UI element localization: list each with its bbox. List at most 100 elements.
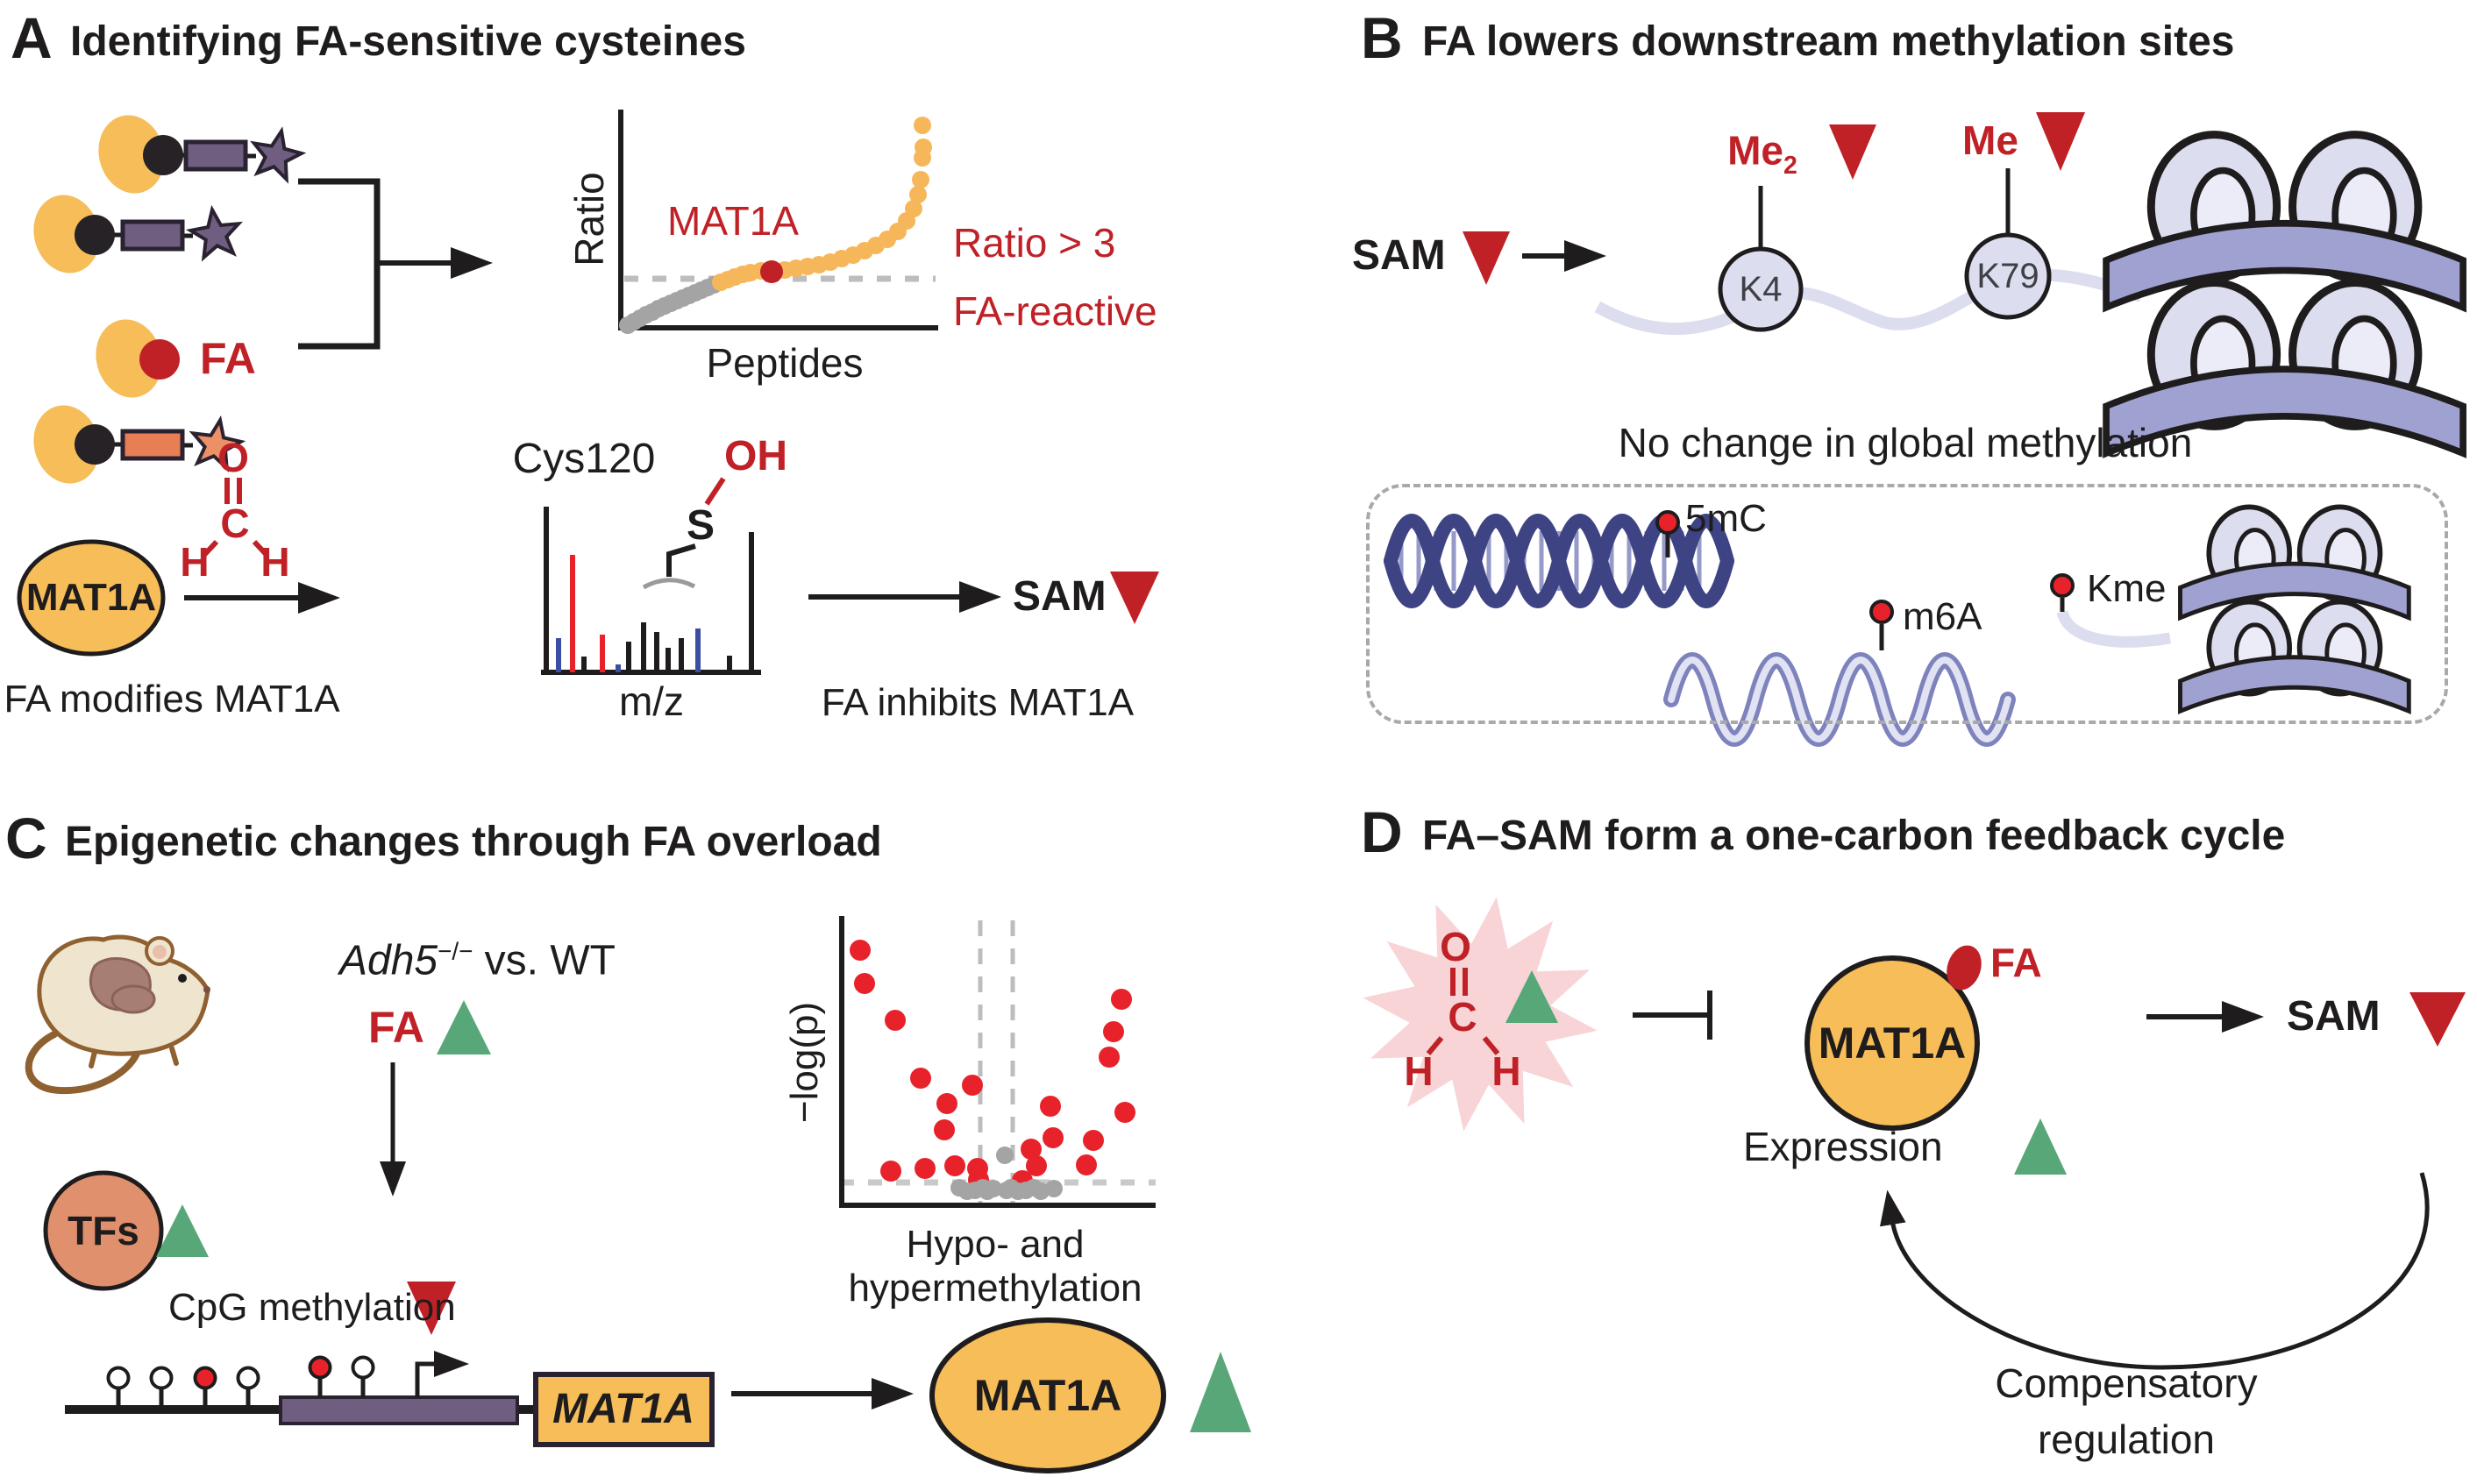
formaldehyde-o-label: O [1440, 924, 1471, 969]
data-point [996, 1147, 1014, 1164]
me-down-triangle-icon [2036, 112, 2085, 171]
data-point [985, 1180, 1002, 1197]
cysteine-site-dot [143, 135, 183, 175]
data-point [1026, 1155, 1047, 1176]
formaldehyde-h-label: H [180, 539, 210, 585]
data-point [880, 1161, 901, 1182]
sam-down-triangle-icon [2409, 992, 2466, 1047]
compensatory-label-line2: regulation [2037, 1417, 2216, 1462]
promoter-box [279, 1395, 519, 1425]
cpg-unmethylated-icon [351, 1355, 375, 1380]
kme-pin-icon [2050, 573, 2075, 612]
cpg-methylated-icon [308, 1355, 332, 1380]
me2-down-triangle-icon [1829, 124, 1876, 180]
histone-tail [1594, 268, 2144, 336]
cpg-unmethylated-icon [149, 1366, 174, 1390]
mouse-illustration [25, 934, 210, 1095]
m6a-pin-icon [1869, 600, 1894, 650]
fa-up-triangle-icon [437, 1000, 491, 1054]
formaldehyde-h-label: H [260, 539, 290, 585]
data-point [936, 1093, 957, 1114]
fa-inhibits-caption: FA inhibits MAT1A [821, 681, 1135, 724]
panel-a-graphics [17, 110, 1159, 675]
ratio-plot-dots [619, 117, 932, 334]
ratio-plot [618, 110, 938, 334]
formaldehyde-c-label: C [220, 501, 250, 546]
data-point [1083, 1130, 1104, 1151]
peptides-axis-label: Peptides [706, 340, 864, 386]
sam-label: SAM [1013, 573, 1107, 620]
mat1a-up-triangle-icon [1190, 1352, 1251, 1432]
fa-adduct-dot [1947, 945, 1982, 991]
k4-label: K4 [1739, 270, 1783, 309]
mouse-tail [25, 1031, 140, 1095]
cpg-unmethylated-icon [106, 1366, 131, 1390]
ratio-axis-label: Ratio [566, 172, 612, 266]
cysteine-site-dot [75, 215, 115, 255]
data-point [909, 186, 927, 203]
data-point [1045, 1180, 1063, 1197]
mat1a-gene-box [533, 1372, 715, 1447]
cys-adduct-structure [642, 477, 726, 590]
data-point [1021, 1139, 1042, 1160]
histone-tail-small [2056, 610, 2172, 648]
rna-strand [1663, 652, 2016, 747]
fa-adduct-dot [139, 339, 180, 380]
5mc-pin-icon [1655, 510, 1680, 557]
cpg-unmethylated-icon [236, 1366, 260, 1390]
probe-linker [183, 139, 248, 172]
formaldehyde-c-label: C [1448, 994, 1477, 1040]
probe-protein-2 [33, 195, 245, 273]
panel-b-graphics [1384, 112, 2463, 747]
mat1a-enzyme-label: MAT1A [25, 576, 157, 619]
no-change-heading: No change in global methylation [1618, 420, 2193, 465]
cpg-methylated-icon [193, 1366, 217, 1390]
mat1a-enzyme-circle [1804, 955, 1980, 1131]
fa-modifies-caption: FA modifies MAT1A [4, 678, 340, 721]
adh5-knockout-superscript: −/− [438, 937, 473, 965]
tss-arrow-icon [415, 1351, 469, 1397]
panel-a-title: Identifying FA-sensitive cysteines [70, 18, 746, 65]
data-point [1114, 1102, 1135, 1123]
me2-subscript: 2 [1783, 151, 1797, 180]
probe-linker [120, 219, 185, 252]
fa-up-triangle-icon [1505, 970, 1558, 1023]
kme-label: Kme [2087, 567, 2167, 610]
panel-d-title: FA–SAM form a one-carbon feedback cycle [1422, 813, 2286, 859]
formaldehyde-h-label: H [1491, 1048, 1521, 1094]
data-point [962, 1075, 983, 1096]
panel-b-title: FA lowers downstream methylation sites [1422, 18, 2235, 65]
data-point [760, 260, 783, 283]
cpg-down-triangle-icon [407, 1282, 456, 1335]
data-point [934, 1119, 955, 1140]
sam-down-triangle-icon [1463, 231, 1510, 285]
data-point [915, 1158, 936, 1179]
probe-protein-competed [33, 405, 246, 484]
formaldehyde-o-label: O [217, 435, 249, 480]
fa-adduct-label: FA [1990, 940, 2042, 985]
mouse-nose [203, 986, 210, 993]
probe-protein-fa [96, 319, 180, 398]
no-change-dashed-box [1366, 484, 2448, 724]
grouping-bracket [298, 178, 381, 350]
sam-down-triangle-icon [1110, 572, 1159, 624]
mouse-eye [178, 974, 187, 983]
data-point [850, 940, 871, 961]
mass-spectrum [541, 507, 761, 675]
nucleosome-icon [2106, 135, 2463, 454]
oh-label: OH [724, 433, 787, 479]
mouse-liver-lobe [110, 984, 156, 1014]
fa-probe-label: FA [200, 334, 256, 383]
volcano-plot [839, 916, 1156, 1208]
k4-residue-circle [1718, 246, 1804, 332]
data-point [914, 117, 931, 134]
k79-label: K79 [1976, 257, 2039, 295]
adh5-gene-name: Adh5 [339, 937, 438, 984]
panel-c-letter: C [5, 806, 47, 870]
me2-label: Me2 [1727, 131, 1797, 179]
sam-label: SAM [2287, 993, 2381, 1040]
expression-label: Expression [1743, 1124, 1943, 1169]
data-point [1076, 1154, 1097, 1175]
cpg-lollipops [106, 1355, 375, 1408]
